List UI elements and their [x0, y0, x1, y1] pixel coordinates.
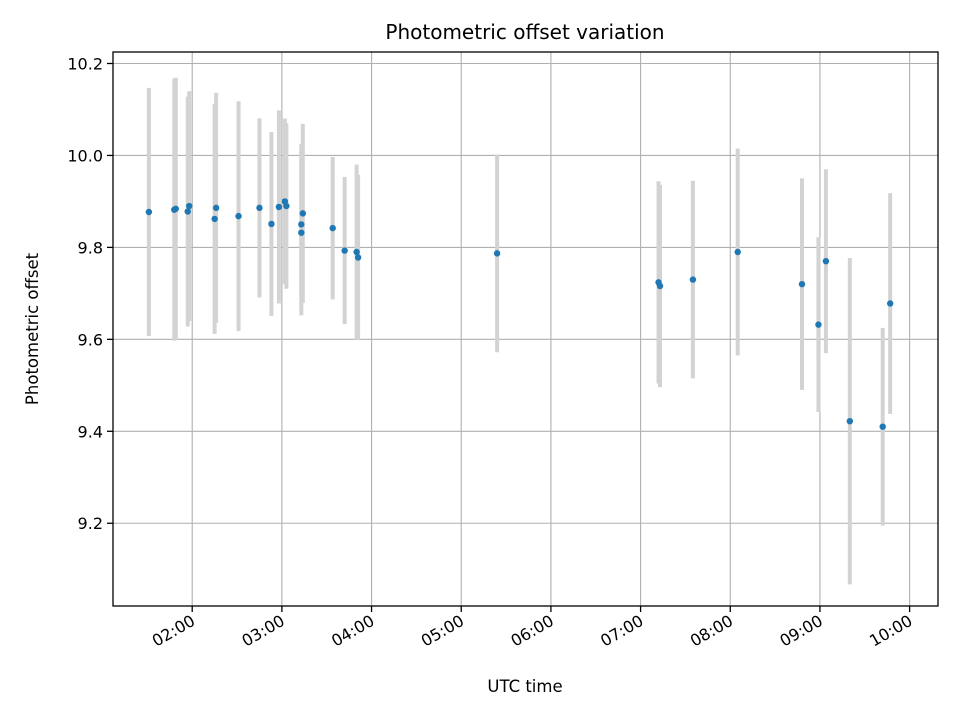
x-axis-label: UTC time — [487, 677, 562, 696]
data-point — [734, 248, 741, 256]
error-bars — [146, 77, 893, 585]
data-point — [212, 204, 220, 212]
data-point — [846, 417, 854, 425]
data-point — [235, 212, 242, 220]
y-tick-label: 9.6 — [78, 330, 103, 349]
x-tick-label: 09:00 — [776, 611, 825, 651]
data-points — [145, 198, 894, 430]
x-tick-label: 03:00 — [238, 611, 287, 651]
data-point — [298, 229, 305, 236]
data-point — [145, 208, 153, 216]
data-point — [298, 221, 305, 228]
data-point — [879, 423, 886, 430]
data-point — [283, 202, 290, 210]
data-point — [353, 248, 360, 256]
x-tick-label: 05:00 — [418, 611, 467, 651]
data-point — [656, 282, 664, 290]
data-point — [798, 280, 806, 288]
data-point — [172, 205, 179, 212]
data-point — [211, 215, 218, 223]
data-point — [329, 224, 336, 232]
data-point — [689, 276, 697, 283]
x-tick-label: 04:00 — [328, 611, 377, 651]
x-tick-label: 08:00 — [687, 611, 736, 651]
data-point — [299, 210, 307, 217]
y-tick-label: 10.0 — [67, 146, 103, 165]
y-tick-label: 9.8 — [78, 238, 103, 257]
data-point — [354, 254, 362, 261]
data-point — [822, 257, 830, 265]
x-tick-label: 06:00 — [507, 611, 556, 651]
data-point — [186, 202, 193, 210]
y-tick-label: 9.2 — [78, 514, 103, 533]
x-tick-label: 02:00 — [149, 611, 198, 651]
x-tick-label: 10:00 — [866, 611, 915, 651]
x-tick-label: 07:00 — [597, 611, 646, 651]
data-point — [886, 300, 894, 307]
y-tick-label: 9.4 — [78, 422, 103, 441]
y-axis-ticks: 9.2 9.4 9.6 9.8 10.0 10.2 — [67, 54, 113, 533]
data-point — [341, 247, 348, 254]
plot-frame — [112, 51, 939, 607]
x-axis-ticks: 02:00 03:00 04:00 05:00 06:00 07:00 08:00 09:00… — [149, 606, 916, 651]
y-tick-label: 10.2 — [67, 54, 103, 73]
data-point — [268, 220, 275, 228]
data-point — [815, 321, 822, 328]
data-point — [256, 204, 263, 212]
y-axis-label: Photometric offset — [23, 252, 42, 405]
data-point — [184, 208, 191, 215]
data-point — [275, 203, 283, 211]
chart-title: Photometric offset variation — [385, 20, 664, 44]
data-point — [493, 250, 501, 257]
